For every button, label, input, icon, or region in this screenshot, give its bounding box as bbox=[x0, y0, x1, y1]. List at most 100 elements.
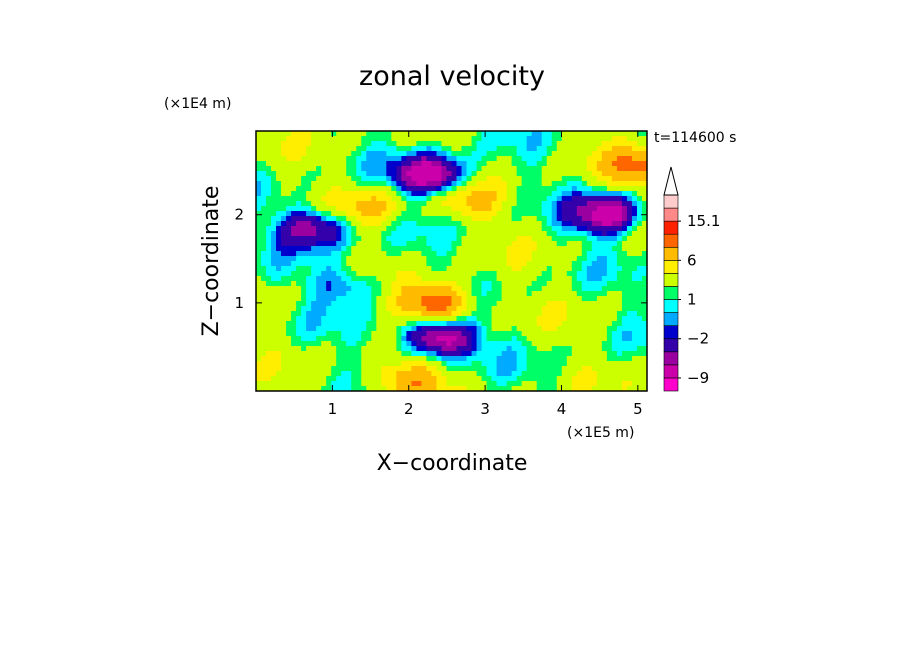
field-cell bbox=[466, 296, 473, 302]
field-cell bbox=[566, 216, 573, 222]
field-cell bbox=[321, 201, 327, 207]
field-cell bbox=[471, 361, 478, 367]
field-cell bbox=[541, 146, 548, 152]
field-cell bbox=[401, 211, 407, 217]
field-cell bbox=[456, 251, 463, 257]
colorbar-swatch bbox=[663, 194, 679, 209]
field-cell bbox=[466, 341, 473, 347]
field-cell bbox=[536, 176, 543, 182]
field-cell bbox=[436, 216, 443, 222]
field-cell bbox=[631, 266, 638, 272]
field-cell bbox=[306, 321, 312, 327]
field-cell bbox=[636, 296, 643, 302]
field-cell bbox=[506, 331, 513, 337]
field-cell bbox=[561, 296, 568, 302]
field-cell bbox=[271, 301, 277, 307]
field-cell bbox=[451, 376, 458, 382]
field-cell bbox=[326, 291, 332, 297]
field-cell bbox=[556, 216, 563, 222]
field-cell bbox=[561, 301, 568, 307]
field-cell bbox=[441, 236, 448, 242]
colorbar-swatch bbox=[663, 286, 679, 300]
field-cell bbox=[261, 191, 267, 197]
field-cell bbox=[351, 186, 357, 192]
field-cell bbox=[526, 216, 533, 222]
field-cell bbox=[616, 191, 623, 197]
field-cell bbox=[261, 266, 267, 272]
field-cell bbox=[536, 196, 543, 202]
field-cell bbox=[621, 276, 628, 282]
field-cell bbox=[411, 231, 418, 237]
field-cell bbox=[446, 221, 453, 227]
field-cell bbox=[296, 261, 302, 267]
field-cell bbox=[371, 221, 377, 227]
field-cell bbox=[296, 376, 302, 382]
field-cell bbox=[551, 276, 558, 282]
field-cell bbox=[326, 386, 332, 391]
field-cell bbox=[561, 336, 568, 342]
field-cell bbox=[521, 371, 528, 377]
field-cell bbox=[281, 291, 287, 297]
field-cell bbox=[436, 386, 443, 391]
field-cell bbox=[496, 331, 503, 337]
field-cell bbox=[261, 281, 267, 287]
field-cell bbox=[371, 301, 377, 307]
field-cell bbox=[311, 301, 317, 307]
field-cell bbox=[606, 366, 613, 372]
field-cell bbox=[431, 166, 438, 172]
field-cell bbox=[521, 271, 528, 277]
field-cell bbox=[576, 341, 583, 347]
field-cell bbox=[531, 256, 538, 262]
field-cell bbox=[466, 251, 473, 257]
field-cell bbox=[401, 381, 407, 387]
field-cell bbox=[481, 361, 488, 367]
field-cell bbox=[451, 211, 458, 217]
field-cell bbox=[606, 181, 613, 187]
field-cell bbox=[391, 211, 397, 217]
field-cell bbox=[276, 201, 282, 207]
field-cell bbox=[306, 261, 312, 267]
field-cell bbox=[586, 141, 593, 147]
field-cell bbox=[471, 251, 478, 257]
field-cell bbox=[601, 186, 608, 192]
field-cell bbox=[621, 321, 628, 327]
field-cell bbox=[511, 156, 518, 162]
field-cell bbox=[326, 296, 332, 302]
field-cell bbox=[286, 331, 292, 337]
field-cell bbox=[381, 251, 387, 257]
field-cell bbox=[596, 306, 603, 312]
field-cell bbox=[431, 251, 438, 257]
field-cell bbox=[331, 331, 337, 337]
field-cell bbox=[356, 131, 362, 137]
field-cell bbox=[531, 161, 538, 167]
field-cell bbox=[526, 261, 533, 267]
field-cell bbox=[436, 321, 443, 327]
field-cell bbox=[621, 386, 628, 391]
field-cell bbox=[321, 351, 327, 357]
field-cell bbox=[601, 156, 608, 162]
field-cell bbox=[331, 316, 337, 322]
field-cell bbox=[406, 196, 412, 202]
field-cell bbox=[486, 236, 493, 242]
field-cell bbox=[486, 261, 493, 267]
field-cell bbox=[301, 266, 307, 272]
field-cell bbox=[281, 286, 287, 292]
field-cell bbox=[581, 341, 588, 347]
field-cell bbox=[291, 361, 297, 367]
field-cell bbox=[526, 241, 533, 247]
field-cell bbox=[386, 276, 392, 282]
field-cell bbox=[576, 201, 583, 207]
field-cell bbox=[281, 166, 287, 172]
field-cell bbox=[286, 386, 292, 391]
field-cell bbox=[286, 346, 292, 352]
field-cell bbox=[331, 261, 337, 267]
field-cell bbox=[436, 261, 443, 267]
field-cell bbox=[341, 256, 347, 262]
field-cell bbox=[471, 261, 478, 267]
field-cell bbox=[476, 356, 483, 362]
field-cell bbox=[361, 366, 367, 372]
field-cell bbox=[596, 176, 603, 182]
field-cell bbox=[411, 146, 418, 152]
field-cell bbox=[341, 136, 347, 142]
field-cell bbox=[376, 211, 382, 217]
